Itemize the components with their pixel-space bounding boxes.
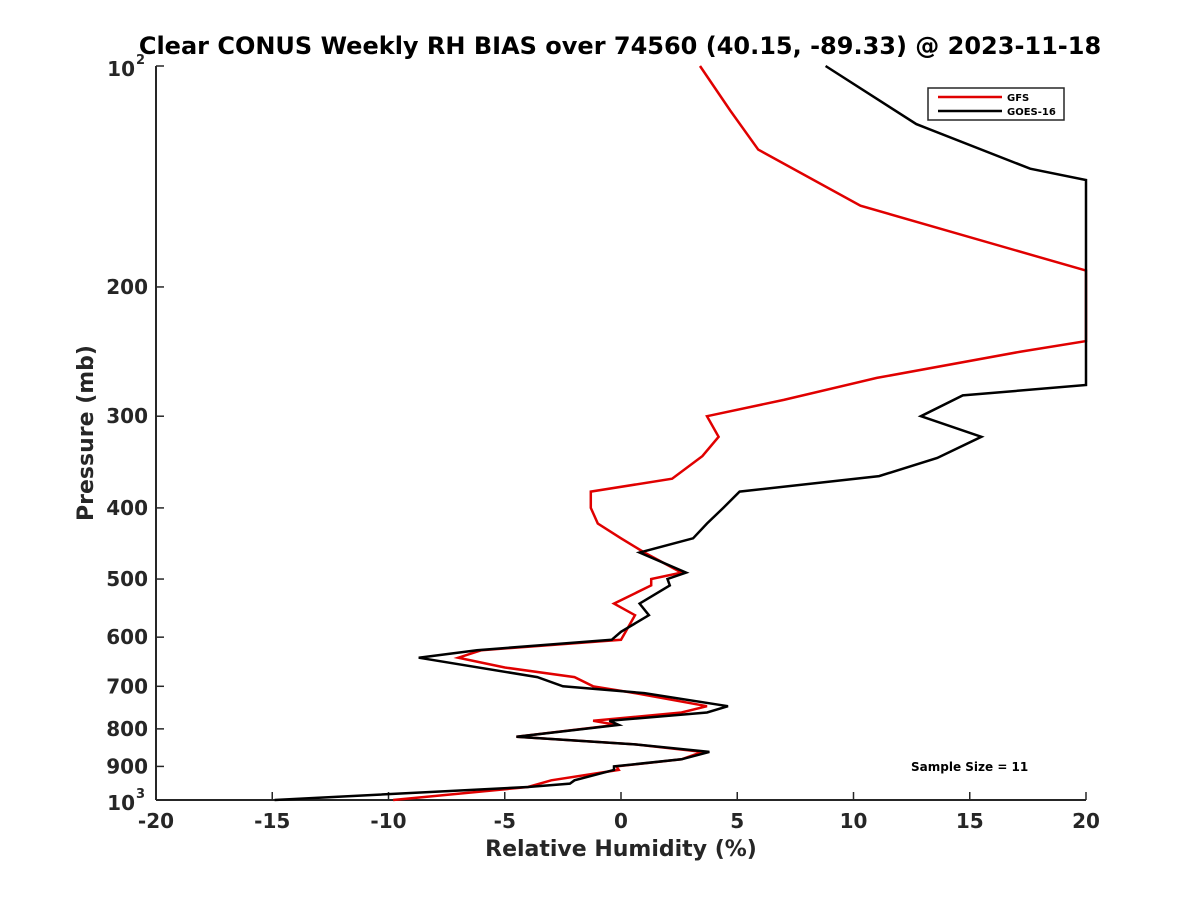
y-tick-label-power: 10 2 (107, 53, 145, 81)
x-tick-label: -20 (138, 809, 174, 833)
y-tick-label-base: 10 (107, 791, 135, 815)
y-tick-label: 400 (106, 496, 148, 520)
x-tick-label: 0 (614, 809, 628, 833)
x-ticks: -20 -15 -10 -5 0 5 10 15 20 (138, 792, 1100, 833)
sample-size-annotation: Sample Size = 11 (911, 760, 1028, 774)
legend-label-goes16: GOES-16 (1007, 107, 1056, 118)
x-tick-label: -15 (254, 809, 290, 833)
y-tick-label: 500 (106, 567, 148, 591)
x-tick-label: -10 (370, 809, 406, 833)
y-tick-label-base: 10 (107, 57, 135, 81)
x-tick-label: 10 (840, 809, 868, 833)
y-tick-label: 200 (106, 275, 148, 299)
series-line-gfs (392, 65, 1088, 802)
series-line-goes16 (274, 64, 1088, 802)
x-tick-label: 5 (730, 809, 744, 833)
series-layer (274, 64, 1088, 802)
legend: GFS GOES-16 (927, 87, 1065, 121)
y-tick-label: 900 (106, 754, 148, 778)
y-tick-label-power: 10 3 (107, 787, 145, 815)
y-axis-label: Pressure (mb) (74, 345, 99, 521)
legend-label-gfs: GFS (1007, 93, 1029, 104)
x-axis-label: Relative Humidity (%) (485, 837, 757, 862)
x-tick-label: -5 (494, 809, 516, 833)
y-tick-label-exponent: 3 (136, 787, 145, 802)
y-tick-label: 600 (106, 625, 148, 649)
y-tick-label-exponent: 2 (136, 53, 145, 68)
y-tick-label: 700 (106, 674, 148, 698)
y-tick-label: 800 (106, 717, 148, 741)
y-tick-label: 300 (106, 404, 148, 428)
x-tick-label: 15 (956, 809, 984, 833)
legend-box (927, 87, 1065, 121)
x-tick-label: 20 (1072, 809, 1100, 833)
chart-title: Clear CONUS Weekly RH BIAS over 74560 (4… (139, 32, 1101, 60)
